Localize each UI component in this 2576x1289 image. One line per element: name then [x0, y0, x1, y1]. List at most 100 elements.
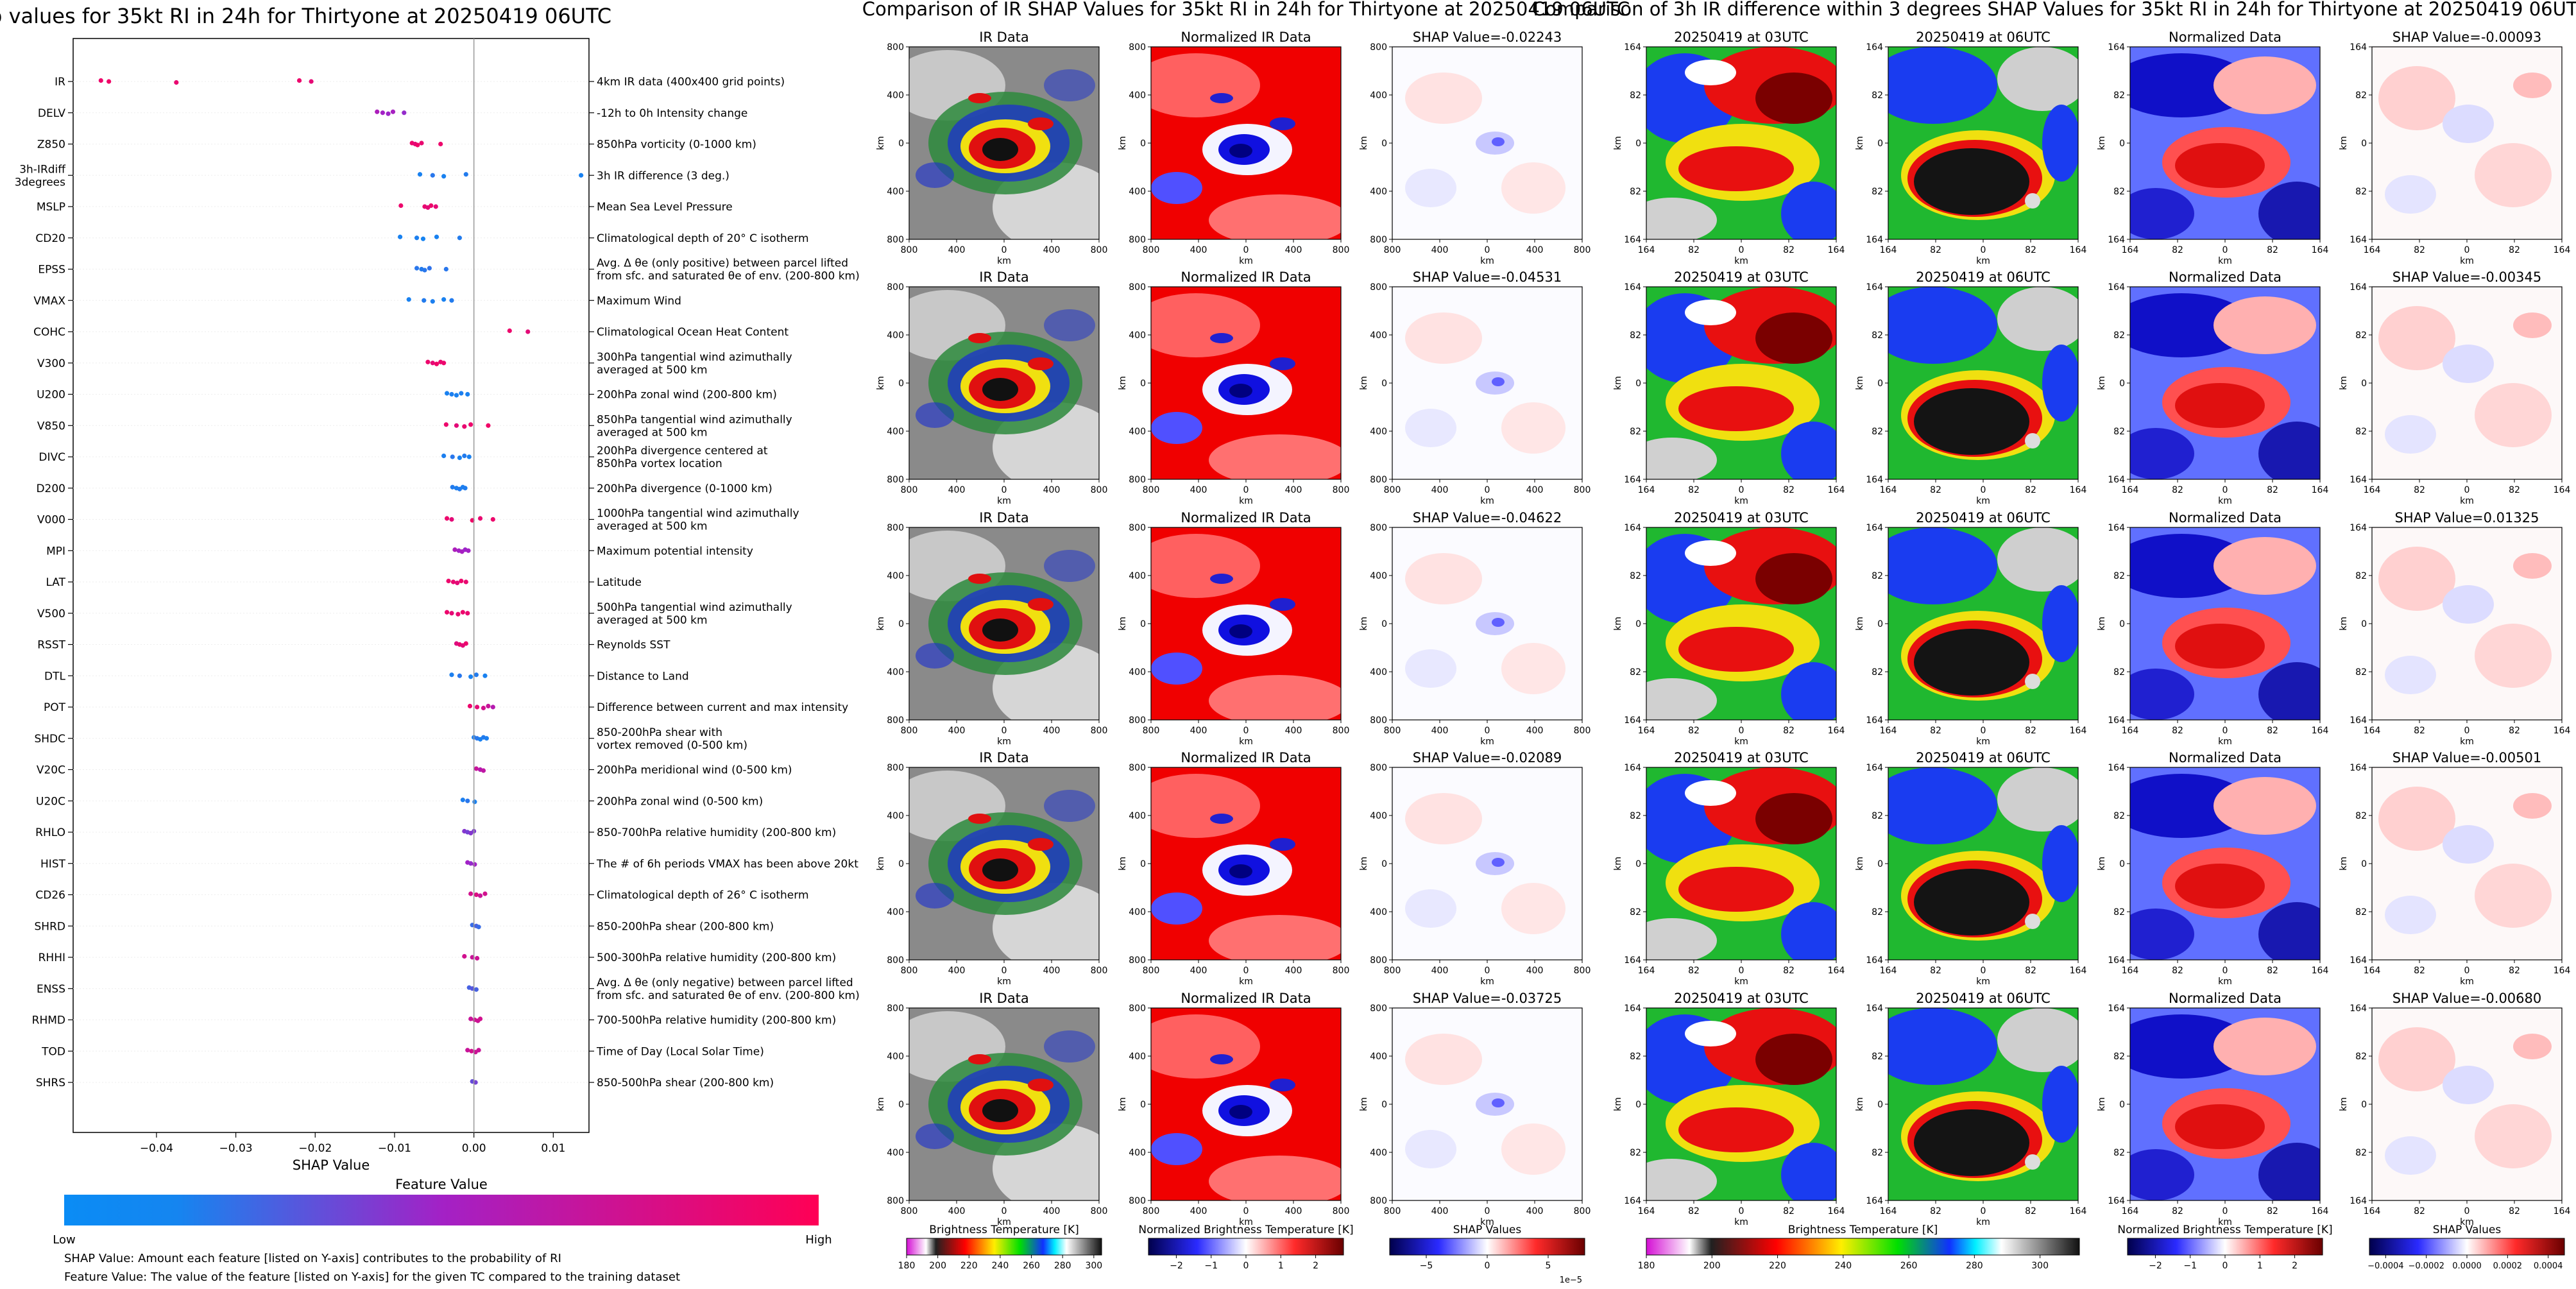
panel-x-tick-label: 164 [2312, 1206, 2329, 1216]
shap-point [463, 579, 468, 585]
colorbar-title: SHAP Values [2433, 1224, 2502, 1236]
panel-x-tick-label: 164 [2122, 1206, 2139, 1216]
panel-y-tick-label: 164 [1624, 235, 1641, 245]
panel-x-tick-label: 164 [1638, 1206, 1655, 1216]
panel-x-tick-label: 400 [1043, 1206, 1061, 1216]
panel-y-tick-label: 800 [887, 1003, 904, 1014]
shap-point [457, 235, 462, 241]
panel-x-axis-label: km [1480, 977, 1494, 987]
panel-x-tick-label: 0 [1981, 485, 1986, 495]
panel-y-tick-label: 164 [2108, 523, 2125, 533]
shap-point [457, 673, 462, 678]
panel-y-tick-label: 400 [887, 907, 904, 918]
feature-name-label: U200 [37, 389, 65, 402]
colorbar-tick-label: 0.0002 [2493, 1261, 2523, 1271]
panel-y-tick-label: 82 [2355, 187, 2367, 197]
panel-x-tick-label: 400 [1526, 1206, 1544, 1216]
panel-image [2129, 286, 2321, 480]
shap-point [481, 768, 486, 773]
colorbar-low-label: Low [53, 1233, 75, 1247]
shap-point [459, 391, 464, 396]
panel-title: IR Data [979, 750, 1029, 765]
panel-y-tick-label: 82 [1872, 907, 1883, 918]
panel-x-tick-label: 164 [2312, 245, 2329, 255]
feature-name-label: SHRD [35, 920, 65, 933]
panel-image [1646, 1007, 1837, 1201]
panel-y-tick-label: 82 [2355, 571, 2367, 581]
feature-description-label: 850hPa vorticity (0-1000 km) [597, 139, 756, 151]
panel-x-tick-label: 164 [2070, 245, 2087, 255]
panel-y-axis-label: km [876, 136, 886, 150]
shap-point [459, 578, 464, 584]
shap-point [468, 422, 473, 427]
panel-y-tick-label: 0 [1635, 139, 1641, 149]
shap-point [425, 359, 431, 364]
x-tick-label: 0.00 [462, 1142, 486, 1155]
panel-image [1150, 46, 1342, 240]
panel-x-tick-label: 82 [2414, 966, 2425, 976]
panel-x-tick-label: 82 [1688, 726, 1700, 736]
panel-x-tick-label: 400 [1431, 245, 1449, 255]
panel-y-axis-label: km [1613, 376, 1623, 390]
shap-point [463, 172, 468, 177]
panel-y-tick-label: 400 [1129, 1148, 1146, 1158]
panel-x-tick-label: 164 [2364, 726, 2381, 736]
panel-title: 20250419 at 03UTC [1674, 269, 1809, 285]
shap-point [467, 703, 473, 709]
panel-y-tick-label: 82 [1872, 187, 1883, 197]
panel-y-tick-label: 82 [2113, 1148, 2125, 1158]
shap-point [174, 80, 179, 85]
colorbar-high-label: High [805, 1233, 832, 1247]
panel-y-tick-label: 800 [1129, 42, 1146, 53]
panel-title: 20250419 at 03UTC [1674, 30, 1809, 45]
panel-x-tick-label: 400 [1526, 966, 1544, 976]
panel-image [1888, 527, 2079, 721]
shap-point [443, 266, 448, 272]
panel-y-tick-label: 800 [1370, 955, 1387, 966]
panel-y-tick-label: 0 [1381, 1100, 1387, 1110]
feature-description-label: 500hPa tangential wind azimuthally [597, 601, 792, 614]
panel-y-tick-label: 82 [1872, 571, 1883, 581]
panel-y-axis-label: km [1855, 857, 1865, 871]
feature-name-label: POT [44, 701, 66, 714]
panel-y-tick-label: 164 [1866, 1003, 1883, 1014]
panel-title: SHAP Value=-0.03725 [1413, 991, 1562, 1006]
feature-name-label: SHDC [34, 733, 65, 746]
feature-description-label: Distance to Land [597, 670, 689, 683]
panel-y-tick-label: 0 [1877, 139, 1883, 149]
shap-point [386, 111, 391, 116]
panel-y-axis-label: km [1855, 376, 1865, 390]
panel-y-tick-label: 82 [2355, 90, 2367, 101]
shap-point [460, 610, 465, 615]
panel-x-axis-label: km [1976, 496, 1990, 506]
shap-point [406, 297, 411, 302]
panel-y-tick-label: 164 [1624, 715, 1641, 726]
panel-x-tick-label: 82 [2172, 245, 2183, 255]
x-tick-label: −0.02 [298, 1142, 332, 1155]
panel-y-tick-label: 0 [2119, 1100, 2125, 1110]
panel-y-tick-label: 0 [2361, 859, 2367, 869]
panel-title: Normalized IR Data [1181, 510, 1311, 525]
panel-x-tick-label: 800 [1333, 245, 1350, 255]
panel-x-tick-label: 400 [1285, 726, 1302, 736]
panel-y-tick-label: 400 [1129, 187, 1146, 197]
panel-x-tick-label: 400 [1190, 1206, 1207, 1216]
panel-x-tick-label: 400 [948, 1206, 966, 1216]
panel-x-tick-label: 82 [1688, 966, 1700, 976]
panel-image [1150, 1007, 1342, 1201]
panel-x-tick-label: 82 [1688, 1206, 1700, 1216]
colorbar [906, 1238, 1102, 1256]
panel-x-tick-label: 800 [1091, 1206, 1108, 1216]
shap-point [430, 299, 435, 304]
panel-y-tick-label: 400 [1129, 907, 1146, 918]
shap-point [430, 173, 435, 178]
panel-y-tick-label: 82 [2355, 1052, 2367, 1062]
panel-x-tick-label: 82 [2267, 485, 2278, 495]
feature-description-label: 200hPa divergence (0-1000 km) [597, 482, 772, 495]
panel-x-tick-label: 82 [1930, 726, 1941, 736]
colorbar-tick-label: 240 [1834, 1261, 1852, 1271]
shap-point [441, 174, 447, 179]
panel-x-tick-label: 400 [1431, 485, 1449, 495]
panel-x-tick-label: 164 [2122, 245, 2139, 255]
panel-y-tick-label: 800 [1370, 42, 1387, 53]
